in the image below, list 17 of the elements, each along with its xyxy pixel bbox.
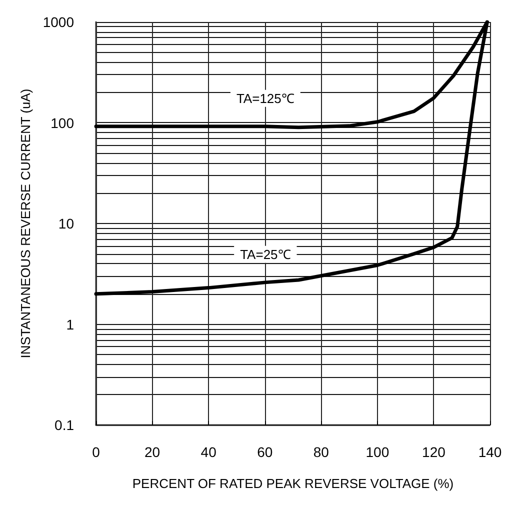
y-tick-label: 100 xyxy=(50,114,74,131)
y-tick-label: 1 xyxy=(66,316,74,332)
x-tick-label: 60 xyxy=(257,444,273,460)
y-tick-label: 10 xyxy=(58,216,74,232)
x-axis-title: PERCENT OF RATED PEAK REVERSE VOLTAGE (%) xyxy=(132,476,454,491)
x-tick-label: 40 xyxy=(200,444,217,460)
x-tick-label: 100 xyxy=(366,444,390,460)
x-tick-label: 120 xyxy=(422,444,446,460)
y-tick-label: 0.1 xyxy=(54,417,74,433)
x-tick-label: 20 xyxy=(144,444,160,460)
y-tick-label: 1000 xyxy=(42,14,74,30)
x-tick-label: 140 xyxy=(478,444,502,460)
x-tick-label: 80 xyxy=(313,444,330,460)
y-axis-title: INSTANTANEOUS REVERSE CURRENT (uA) xyxy=(18,88,33,358)
x-tick-label: 0 xyxy=(92,444,100,460)
annotation: TA=125℃ xyxy=(236,90,294,106)
annotation: TA=25℃ xyxy=(240,246,291,262)
